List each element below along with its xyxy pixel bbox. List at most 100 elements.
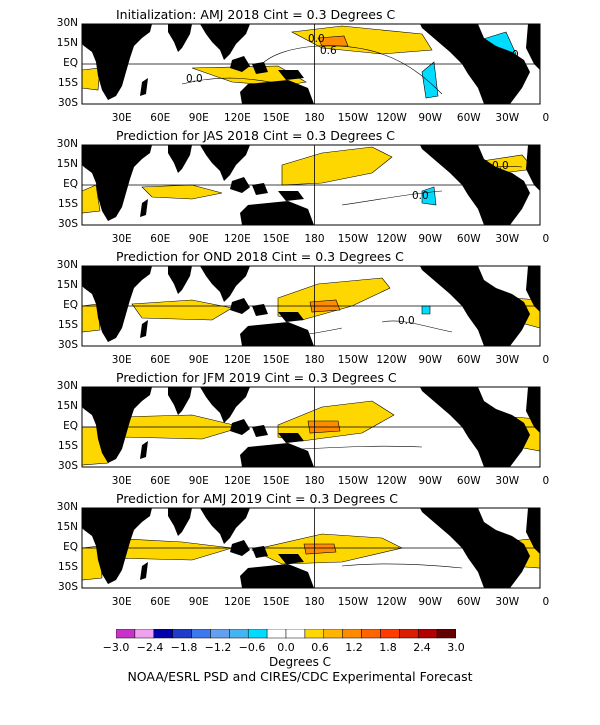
lat-label: EQ [63, 178, 78, 190]
contour-line [341, 190, 443, 206]
lon-label: 90W [418, 596, 443, 608]
lat-label: 30N [56, 259, 78, 271]
land-mass [200, 24, 250, 60]
lat-label: 15N [56, 158, 78, 170]
colorbar-swatch [380, 628, 400, 639]
lon-label: 180 [304, 475, 325, 487]
map-frame [81, 144, 541, 226]
land-mass [200, 145, 250, 181]
lon-label: 30W [495, 596, 520, 608]
lon-label: 60E [150, 112, 171, 124]
colorbar-swatch [115, 628, 136, 639]
lat-label: 15N [56, 400, 78, 412]
contour-label: 0.0 [308, 33, 325, 45]
land-mass [82, 266, 152, 342]
lon-label: 120W [376, 475, 407, 487]
map-frame [81, 386, 541, 468]
land-mass [168, 266, 192, 294]
lon-label: 0 [542, 112, 550, 124]
lat-label: EQ [63, 420, 78, 432]
cool-anomaly-region [421, 186, 437, 206]
lat-label: 15S [57, 319, 78, 331]
lon-label: 60W [456, 112, 481, 124]
cool-anomaly-region [421, 61, 439, 99]
land-mass [82, 145, 152, 221]
colorbar-swatch [323, 628, 343, 639]
colorbar-swatch [436, 628, 457, 639]
lat-label: 30S [57, 218, 78, 230]
land-mass [240, 443, 314, 467]
lon-label: 0 [542, 354, 550, 366]
lon-label: 180 [304, 354, 325, 366]
map-panel-4: Prediction for JFM 2019 Cint = 0.3 Degre… [0, 370, 600, 492]
lon-label: 120W [376, 112, 407, 124]
colorbar-swatch [266, 628, 287, 639]
colorbar-tick-label: 1.8 [379, 641, 397, 654]
colorbar-title: Degrees C [268, 655, 332, 669]
lon-label: 150W [337, 233, 369, 245]
lon-label: 90E [188, 112, 209, 124]
warm-anomaly-region [81, 67, 101, 91]
colorbar-swatch [247, 628, 268, 639]
lon-label: 90W [418, 112, 443, 124]
lat-label: 30N [56, 380, 78, 392]
warm-anomaly-region [291, 25, 433, 55]
map-frame [81, 265, 541, 347]
colorbar-swatch [304, 628, 325, 639]
lon-label: 150E [262, 112, 290, 124]
lon-label: 120E [224, 112, 251, 124]
panel-title: Prediction for JFM 2019 Cint = 0.3 Degre… [116, 370, 397, 385]
land-mass [278, 70, 304, 80]
lon-label: 90W [418, 354, 443, 366]
colorbar-swatch [172, 628, 192, 639]
lon-label: 150W [337, 112, 369, 124]
panel-title: Prediction for OND 2018 Cint = 0.3 Degre… [116, 249, 404, 264]
lon-label: 90W [418, 475, 443, 487]
lat-label: 30N [56, 138, 78, 150]
lon-label: 180 [304, 112, 325, 124]
lon-label: 60E [150, 233, 171, 245]
panel-title: Prediction for AMJ 2019 Cint = 0.3 Degre… [116, 491, 399, 506]
lon-label: 30E [111, 596, 132, 608]
land-mass [200, 387, 250, 423]
land-mass [140, 320, 148, 338]
panel-title: Initialization: AMJ 2018 Cint = 0.3 Degr… [116, 7, 396, 22]
lat-label: 30N [56, 17, 78, 29]
colorbar-tick-label: −3.0 [102, 641, 130, 654]
land-mass [252, 62, 268, 74]
lon-label: 30E [111, 354, 132, 366]
lon-label: 60W [456, 475, 481, 487]
sst-anomaly-map [81, 386, 541, 468]
lat-label: EQ [63, 541, 78, 553]
lat-label: 15S [57, 77, 78, 89]
lat-label: 15N [56, 521, 78, 533]
lon-label: 120W [376, 233, 407, 245]
land-mass [168, 145, 192, 173]
colorbar-swatch [399, 628, 419, 639]
lon-label: 120E [224, 596, 251, 608]
lat-label: 30S [57, 339, 78, 351]
land-mass [278, 554, 304, 564]
lat-label: 15N [56, 37, 78, 49]
sst-anomaly-map: 0.0 [81, 265, 541, 347]
lon-label: 90E [188, 596, 209, 608]
contour-line [381, 320, 453, 333]
colorbar-swatch [285, 628, 306, 639]
colorbar-tick-label: 0.0 [277, 641, 295, 654]
panel-title: Prediction for JAS 2018 Cint = 0.3 Degre… [116, 128, 395, 143]
map-panel-5: Prediction for AMJ 2019 Cint = 0.3 Degre… [0, 491, 600, 613]
lon-label: 0 [542, 475, 550, 487]
lon-label: 180 [304, 233, 325, 245]
lat-label: 30S [57, 460, 78, 472]
colorbar-tick-label: −0.6 [238, 641, 266, 654]
sst-anomaly-map [81, 507, 541, 589]
map-panel-2: Prediction for JAS 2018 Cint = 0.3 Degre… [0, 128, 600, 250]
lon-label: 0 [542, 233, 550, 245]
lon-label: 30W [495, 475, 520, 487]
lon-label: 30W [495, 354, 520, 366]
lon-label: 60W [456, 354, 481, 366]
lon-label: 150W [337, 475, 369, 487]
land-mass [168, 508, 192, 536]
land-mass [140, 199, 148, 217]
lon-label: 60E [150, 354, 171, 366]
